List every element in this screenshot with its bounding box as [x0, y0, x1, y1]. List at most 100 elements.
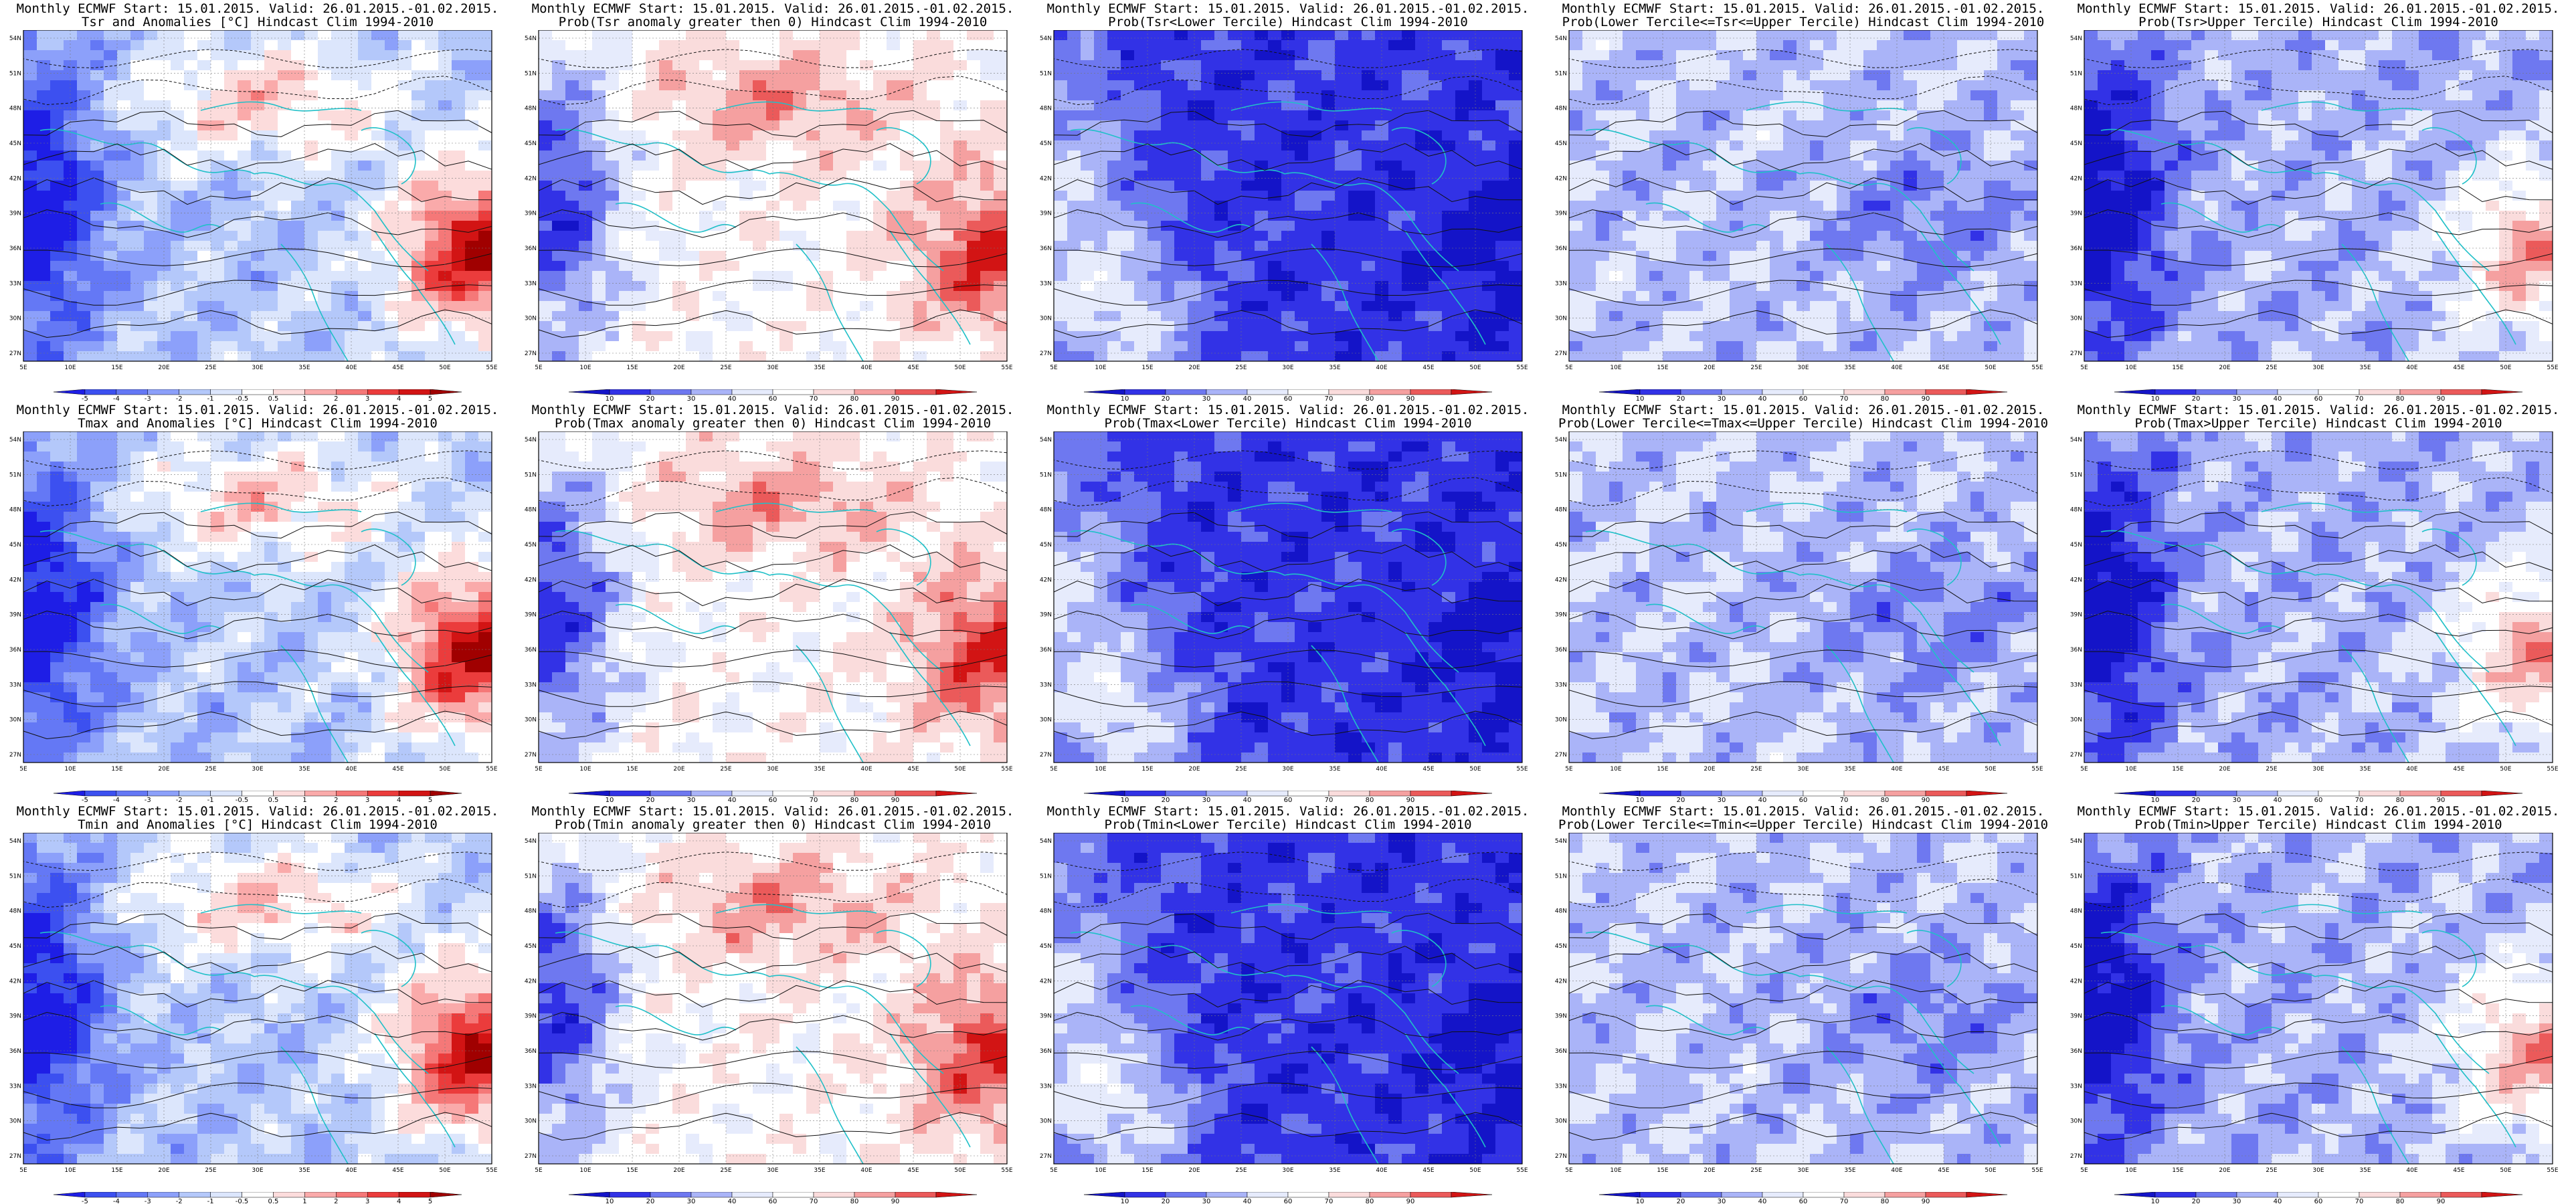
field-cell [632, 40, 646, 51]
field-cell [1174, 351, 1188, 362]
field-cell [238, 181, 252, 191]
field-cell [606, 291, 620, 302]
field-cell [398, 90, 412, 101]
field-cell [779, 150, 794, 161]
field-cell [358, 311, 372, 322]
field-cell [1134, 231, 1148, 241]
field-cell [1375, 110, 1389, 121]
field-cell [565, 150, 579, 161]
field-cell [579, 341, 593, 352]
field-cell [1482, 50, 1496, 61]
field-cell [1201, 291, 1215, 302]
field-cell [994, 191, 1008, 201]
field-cell [77, 50, 91, 61]
field-cell [1161, 271, 1175, 282]
field-cell [1730, 171, 1744, 181]
field-cell [713, 50, 727, 61]
field-cell [1877, 70, 1891, 81]
field-cell [345, 150, 359, 161]
field-cell [184, 171, 198, 181]
field-cell [1482, 211, 1496, 221]
field-cell [238, 281, 252, 292]
field-cell [739, 221, 753, 231]
field-cell [304, 120, 318, 131]
field-cell [726, 241, 740, 252]
lon-tick-label: 30E [252, 365, 263, 371]
shaded-field [1054, 30, 1523, 362]
field-cell [1569, 191, 1583, 201]
field-cell [1255, 70, 1269, 81]
field-cell [50, 301, 64, 312]
field-cell [1970, 201, 1985, 211]
field-cell [820, 301, 834, 312]
field-cell [1689, 30, 1704, 41]
field-cell [224, 221, 238, 231]
field-cell [411, 181, 426, 191]
field-cell [345, 351, 359, 362]
field-cell [1970, 281, 1985, 292]
field-cell [2024, 231, 2038, 241]
field-cell [1054, 70, 1068, 81]
field-cell [565, 90, 579, 101]
field-cell [913, 90, 927, 101]
colorbar-swatch [398, 389, 431, 395]
field-cell [1281, 291, 1295, 302]
colorbar-swatch [1247, 389, 1289, 395]
field-cell [1161, 261, 1175, 272]
field-cell [1703, 40, 1717, 51]
field-cell [659, 161, 673, 171]
field-cell [1810, 231, 1824, 241]
field-cell [2024, 171, 2038, 181]
field-cell [539, 40, 553, 51]
field-cell [632, 130, 646, 141]
field-cell [779, 191, 794, 201]
field-cell [1174, 271, 1188, 282]
field-cell [64, 271, 78, 282]
field-cell [130, 281, 145, 292]
colorbar-label: 60 [1284, 395, 1293, 401]
field-cell [1984, 231, 1998, 241]
colorbar-swatch [1206, 389, 1248, 395]
field-cell [887, 221, 901, 231]
field-cell [994, 291, 1008, 302]
lat-tick-label: 27N [9, 350, 21, 357]
field-cell [318, 181, 332, 191]
field-cell [1970, 251, 1985, 262]
field-cell [264, 50, 278, 61]
field-cell [793, 110, 807, 121]
field-cell [64, 110, 78, 121]
field-cell [699, 211, 713, 221]
field-cell [793, 201, 807, 211]
field-cell [1770, 191, 1784, 201]
field-cell [371, 60, 385, 71]
field-cell [1756, 331, 1770, 342]
field-cell [967, 231, 981, 241]
field-cell [144, 341, 158, 352]
field-cell [117, 60, 131, 71]
field-cell [1676, 30, 1690, 41]
field-cell [927, 181, 941, 191]
field-cell [1321, 40, 1336, 51]
field-cell [23, 291, 37, 302]
field-cell [1770, 60, 1784, 71]
field-cell [1054, 60, 1068, 71]
field-cell [1268, 251, 1282, 262]
field-cell [739, 271, 753, 282]
field-cell [1957, 40, 1971, 51]
panel-title-line2: Prob(Tsr<Lower Tercile) Hindcast Clim 19… [1108, 15, 1468, 29]
field-cell [1756, 90, 1770, 101]
field-cell [465, 231, 479, 241]
field-cell [1081, 70, 1095, 81]
field-cell [632, 241, 646, 252]
field-cell [980, 130, 994, 141]
field-cell [1837, 191, 1851, 201]
field-cell [264, 331, 278, 342]
field-cell [565, 80, 579, 91]
field-cell [291, 261, 305, 272]
field-cell [224, 130, 238, 141]
field-cell [371, 311, 385, 322]
field-cell [1703, 181, 1717, 191]
field-cell [1067, 30, 1081, 41]
colorbar-label: 1 [302, 395, 306, 401]
field-cell [1649, 40, 1663, 51]
